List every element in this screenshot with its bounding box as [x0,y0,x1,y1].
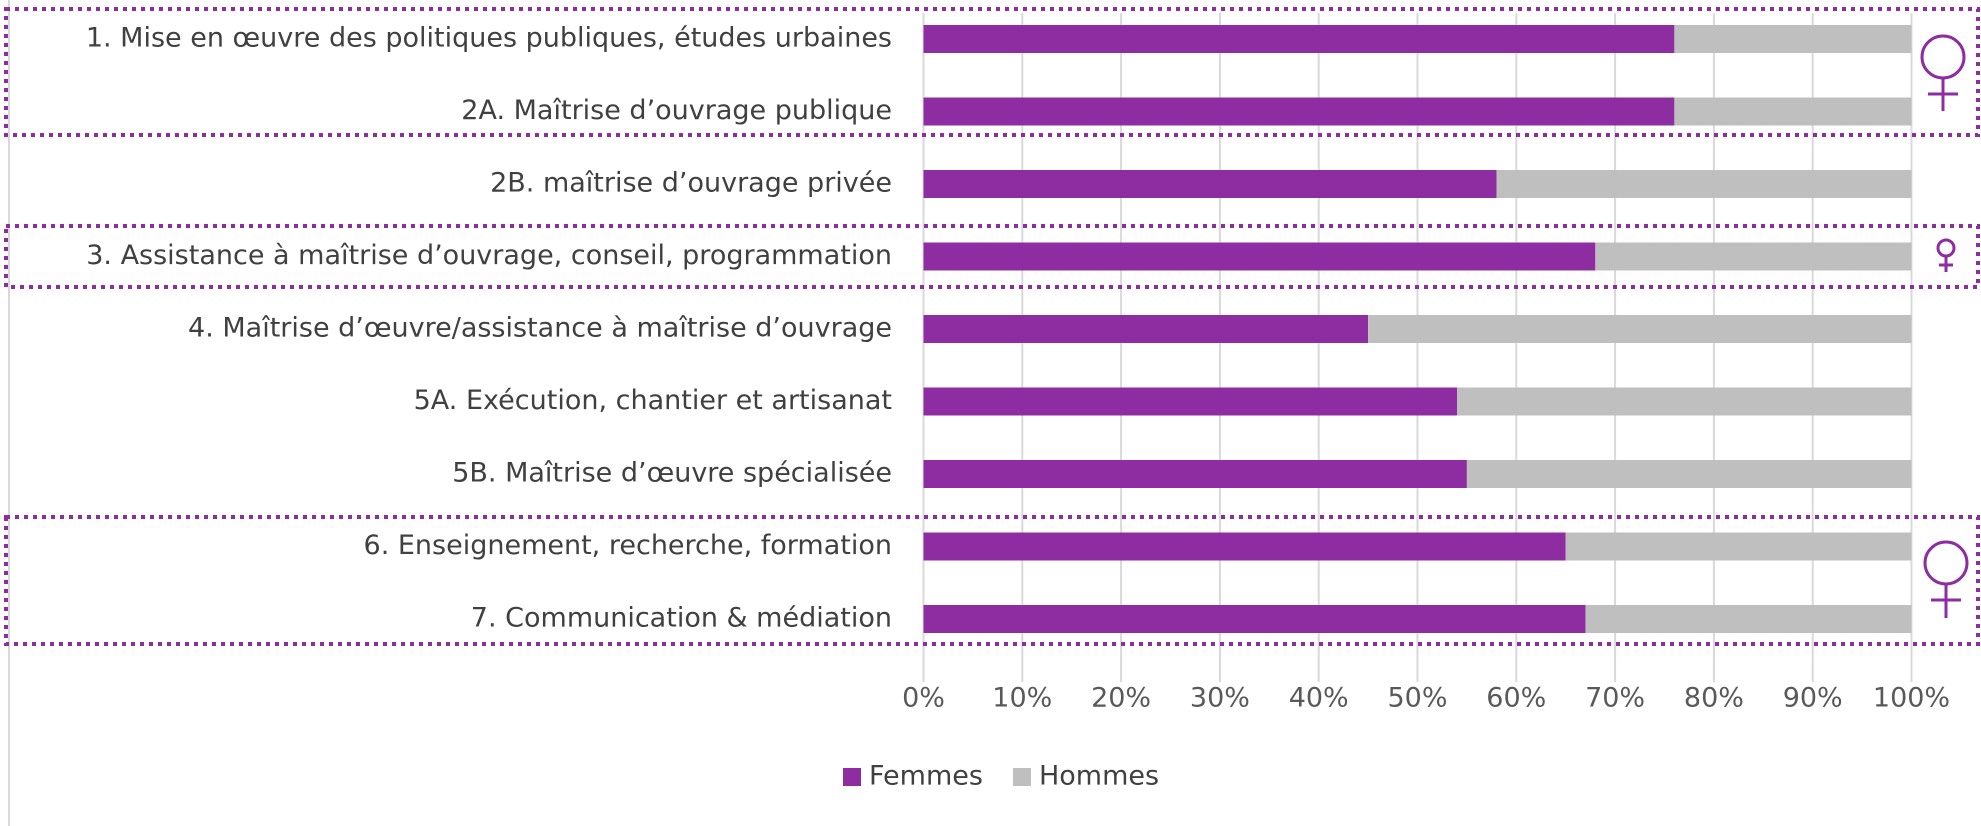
x-tick-label: 80% [1684,683,1744,714]
category-label: 4. Maîtrise d’œuvre/assistance à maîtris… [188,313,892,344]
x-tick-label: 20% [1091,683,1151,714]
plot: 0% 10% 20% 30% 40% 50% 60% 70% 80% 90% 100% 1. Mise… [86,13,1950,792]
x-tick-label: 30% [1190,683,1250,714]
highlight-box [4,224,1980,289]
bar-segment [1457,387,1912,416]
x-tick-label: 100% [1873,683,1950,714]
bar-segment [923,460,1467,488]
category-label: 3. Assistance à maîtrise d’ouvrage, cons… [86,240,892,271]
highlight-box [4,515,1980,646]
x-tick-label: 60% [1486,683,1546,714]
bar-segment [1565,532,1912,561]
category-label: 2A. Maîtrise d’ouvrage publique [461,95,892,126]
legend-swatch [843,768,861,786]
bar-segment [923,605,1586,633]
x-tick-label: 50% [1387,683,1447,714]
x-tick-label: 70% [1585,683,1645,714]
female-icon [1920,34,1966,111]
legend-label: Hommes [1039,761,1159,792]
female-icon [1936,238,1956,272]
bar-segment [923,97,1675,126]
bar-segment [1595,242,1912,271]
bar-segment [923,387,1458,416]
highlight-boxes [4,7,1980,646]
category-label: 5B. Maîtrise d’œuvre spécialisée [452,458,892,489]
category-label: 1. Mise en œuvre des politiques publique… [86,23,892,54]
category-label: 5A. Exécution, chantier et artisanat [414,385,892,416]
bar-segment [923,242,1596,271]
female-icons [1920,34,1969,618]
x-tick-label: 90% [1783,683,1843,714]
legend-swatch [1012,768,1031,786]
category-label: 7. Communication & médiation [471,603,892,634]
legend-label: Femmes [869,761,983,792]
bar-segment [1585,605,1912,633]
bar-segment [923,532,1566,561]
x-tick-label: 10% [992,683,1052,714]
bar-segment [1674,97,1912,126]
x-tick-label: 0% [902,683,945,714]
category-label: 6. Enseignement, recherche, formation [364,530,892,561]
x-tick-label: 40% [1289,683,1349,714]
bar-segment [1496,170,1912,198]
bar-segment [1368,315,1912,343]
category-label: 2B. maîtrise d’ouvrage privée [490,168,892,199]
bar-segment [1674,25,1912,53]
bar-segment [1466,460,1912,488]
bar-segment [923,25,1675,53]
highlight-box [4,7,1980,137]
female-icon [1923,540,1969,618]
bar-segment [923,170,1497,198]
bar-segment [923,315,1369,343]
